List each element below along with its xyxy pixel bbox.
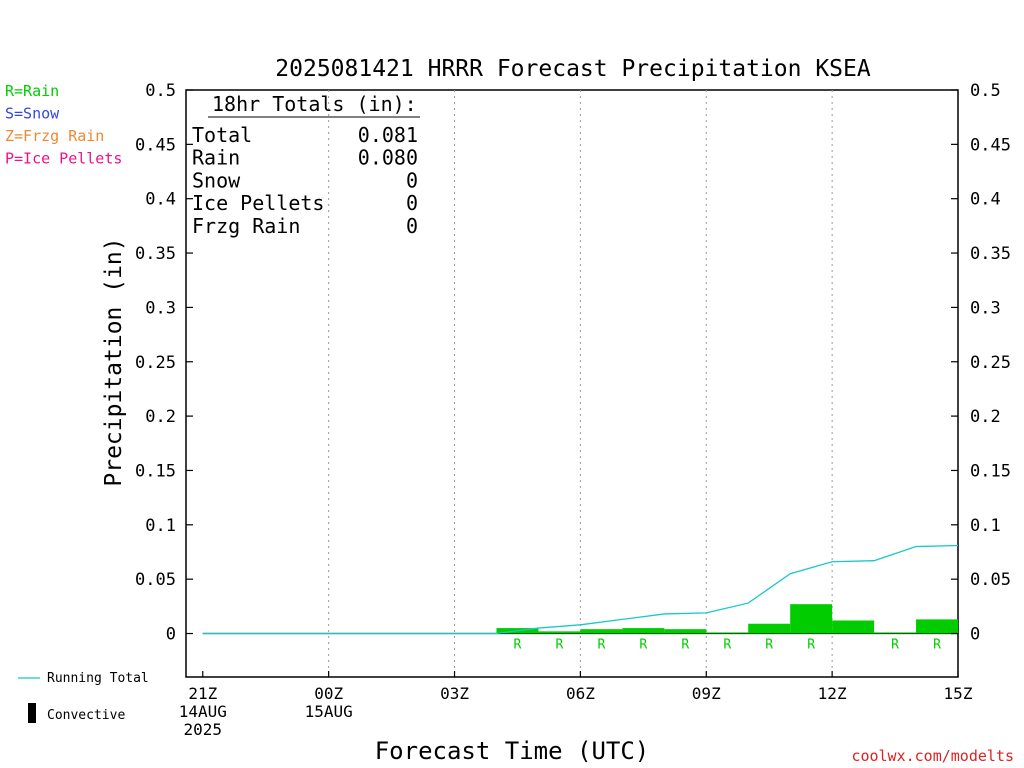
rain-marker: R — [514, 638, 522, 653]
x-tick-label: 2025 — [184, 720, 223, 739]
y-tick-label-right: 0.45 — [970, 135, 1011, 155]
y-tick-label-left: 0.5 — [145, 81, 176, 101]
legend-entry: R=Rain — [5, 82, 59, 100]
x-tick-label: 09Z — [692, 684, 721, 703]
y-tick-label-right: 0.15 — [970, 461, 1011, 481]
totals-box: 18hr Totals (in): Total 0.081 Rain 0.080 Sno… — [192, 92, 420, 238]
rain-bar — [748, 623, 791, 634]
y-tick-label-left: 0.1 — [145, 516, 176, 536]
totals-row-value: 0 — [406, 168, 418, 192]
y-tick-label-right: 0.5 — [970, 81, 1001, 101]
totals-row-label: Snow — [192, 168, 241, 192]
x-axis-label: Forecast Time (UTC) — [375, 737, 650, 765]
totals-title: 18hr Totals (in): — [212, 92, 417, 116]
totals-row-label: Total — [192, 123, 252, 147]
rain-bar — [664, 629, 707, 634]
rain-bar — [622, 628, 665, 634]
running-total-legend-label: Running Total — [47, 671, 149, 686]
rain-marker: R — [723, 638, 731, 653]
x-tick-label: 21Z — [188, 684, 217, 703]
source-credit: coolwx.com/modelts — [851, 747, 1014, 765]
y-tick-label-left: 0.35 — [135, 244, 176, 264]
totals-row-value: 0 — [406, 191, 418, 215]
y-tick-label-right: 0.25 — [970, 353, 1011, 373]
rain-marker: R — [597, 638, 605, 653]
precip-type-legend: R=Rain S=Snow Z=Frzg Rain P=Ice Pellets — [5, 82, 122, 168]
totals-row-value: 0.080 — [358, 146, 418, 170]
y-tick-label-left: 0.45 — [135, 135, 176, 155]
plot-frame — [185, 89, 959, 678]
y-tick-label-left: 0.3 — [145, 298, 176, 318]
y-tick-label-left: 0.05 — [135, 570, 176, 590]
running-total-line — [202, 544, 959, 635]
running-total-series — [202, 544, 959, 635]
y-tick-label-left: 0.4 — [145, 190, 176, 210]
bottom-legend: Running Total Convective — [18, 671, 149, 723]
x-tick-label: 15Z — [944, 684, 973, 703]
rain-marker: R — [933, 638, 941, 653]
x-tick-label: 00Z — [314, 684, 343, 703]
totals-row-label: Frzg Rain — [192, 214, 300, 238]
y-tick-label-left: 0.2 — [145, 407, 176, 427]
vertical-gridlines — [328, 90, 833, 677]
x-tick-label: 06Z — [566, 684, 595, 703]
rain-bar — [916, 619, 958, 634]
y-tick-label-left: 0.15 — [135, 461, 176, 481]
x-tick-label: 03Z — [440, 684, 469, 703]
y-tick-label-right: 0.3 — [970, 298, 1001, 318]
rain-marker: R — [555, 638, 563, 653]
rain-marker: R — [639, 638, 647, 653]
y-tick-label-right: 0.05 — [970, 570, 1011, 590]
legend-entry: S=Snow — [5, 105, 60, 123]
rain-bar — [832, 620, 875, 634]
totals-row-label: Rain — [192, 146, 240, 170]
x-tick-label: 15AUG — [305, 702, 353, 721]
y-axis-ticks: 0 00.05 0.050.1 0.10.15 0.150.2 0.20.25 0.250.… — [135, 81, 1011, 645]
convective-legend-label: Convective — [47, 708, 125, 723]
totals-row-value: 0.081 — [358, 123, 418, 147]
rain-marker: R — [807, 638, 815, 653]
rain-marker: R — [891, 638, 899, 653]
y-tick-label-right: 0 — [970, 625, 980, 645]
y-tick-label-left: 0 — [166, 625, 176, 645]
x-tick-label: 14AUG — [179, 702, 227, 721]
rain-bar — [580, 629, 623, 634]
y-axis-label: Precipitation (in) — [101, 237, 127, 486]
legend-entry: Z=Frzg Rain — [5, 127, 104, 145]
y-tick-label-left: 0.25 — [135, 353, 176, 373]
x-tick-label: 12Z — [818, 684, 847, 703]
rain-bar — [706, 632, 749, 634]
y-tick-label-right: 0.1 — [970, 516, 1001, 536]
rain-bar — [790, 604, 833, 634]
rain-bar — [538, 631, 581, 634]
y-tick-label-right: 0.35 — [970, 244, 1011, 264]
convective-legend-swatch — [28, 703, 36, 723]
y-tick-label-right: 0.4 — [970, 190, 1001, 210]
rain-marker: R — [765, 638, 773, 653]
chart-title: 2025081421 HRRR Forecast Precipitation K… — [275, 56, 871, 82]
rain-bar — [874, 632, 917, 634]
y-tick-label-right: 0.2 — [970, 407, 1001, 427]
rain-marker: R — [681, 638, 689, 653]
totals-row-value: 0 — [406, 214, 418, 238]
legend-entry: P=Ice Pellets — [5, 150, 122, 168]
totals-row-label: Ice Pellets — [192, 191, 324, 215]
rain-bars — [496, 604, 958, 634]
